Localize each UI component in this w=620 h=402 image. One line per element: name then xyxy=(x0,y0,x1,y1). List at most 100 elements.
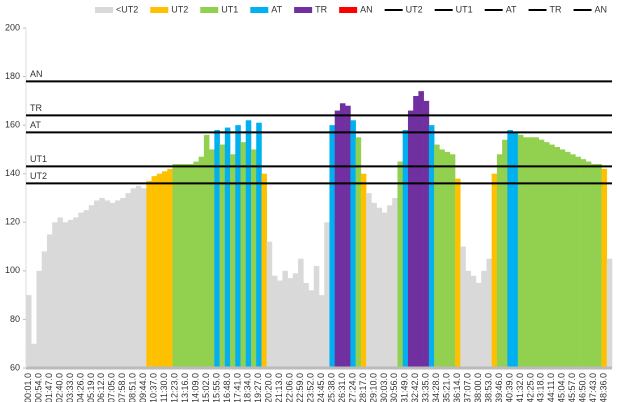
bar xyxy=(146,181,152,368)
x-tick-label: 24:45.0 xyxy=(316,373,326,402)
bar xyxy=(230,154,236,368)
bar xyxy=(549,144,555,368)
bar xyxy=(559,149,566,368)
x-tick-label: 02:40.0 xyxy=(54,373,64,402)
bar xyxy=(162,171,168,368)
x-tick-label: 33:35.0 xyxy=(421,373,431,402)
bar xyxy=(606,258,613,368)
bar xyxy=(596,164,602,368)
x-tick-label: 45:57.0 xyxy=(567,373,577,402)
y-tick-label: 100 xyxy=(5,265,20,275)
bar xyxy=(130,188,137,368)
bar xyxy=(240,142,247,368)
x-tick-label: 07:58.0 xyxy=(117,373,127,402)
x-tick-label: 15:55.0 xyxy=(211,373,221,402)
x-tick-label: 19:27.0 xyxy=(253,373,263,402)
x-tick-label: 04:26.0 xyxy=(75,373,85,402)
x-tick-label: 41:32.0 xyxy=(515,373,525,402)
x-tick-label: 43:18.0 xyxy=(536,373,546,402)
zone-line-label: AN xyxy=(30,69,43,79)
bar xyxy=(360,173,367,368)
bar xyxy=(209,149,215,368)
legend-swatch xyxy=(200,7,219,13)
legend-label: TR xyxy=(550,4,562,14)
x-tick-label: 11:30.0 xyxy=(159,373,169,402)
bar xyxy=(261,173,267,368)
bar xyxy=(523,137,529,368)
bar xyxy=(371,202,377,368)
bar xyxy=(277,280,283,368)
x-tick-label: 28:17.0 xyxy=(358,373,368,402)
zone-line-label: UT1 xyxy=(30,154,47,164)
bar xyxy=(402,130,409,368)
bar xyxy=(94,200,100,368)
bar xyxy=(313,266,320,368)
bar xyxy=(104,200,111,368)
bar xyxy=(287,278,294,368)
bar xyxy=(507,130,513,368)
bar xyxy=(407,110,414,369)
bar xyxy=(397,161,404,368)
x-tick-label: 03:33.0 xyxy=(65,373,75,402)
legend-label: TR xyxy=(315,4,327,14)
y-tick-label: 200 xyxy=(5,22,20,32)
x-tick-label: 37:07.0 xyxy=(462,373,472,402)
bar xyxy=(135,185,142,368)
bar xyxy=(319,295,325,368)
bar xyxy=(141,188,147,368)
x-tick-label: 32:42.0 xyxy=(410,373,420,402)
bar xyxy=(73,217,79,368)
zone-line-label: UT2 xyxy=(30,171,47,181)
bar xyxy=(224,127,231,368)
x-tick-label: 35:21.0 xyxy=(442,373,452,402)
bar xyxy=(387,205,393,368)
legend-label: AN xyxy=(360,4,373,14)
zone-line-label: AT xyxy=(30,120,41,130)
x-tick-label: 16:48.0 xyxy=(222,373,232,402)
bar xyxy=(334,110,341,369)
bar xyxy=(575,156,581,368)
bar xyxy=(88,205,95,368)
y-tick-label: 140 xyxy=(5,168,20,178)
bar xyxy=(528,137,534,368)
bar xyxy=(125,193,131,368)
bar xyxy=(99,198,105,368)
bar xyxy=(376,207,383,368)
x-tick-label: 29:10.0 xyxy=(368,373,378,402)
bar xyxy=(83,210,90,368)
bar xyxy=(219,144,226,368)
x-tick-label: 36:14.0 xyxy=(452,373,462,402)
bar xyxy=(156,173,163,368)
legend-swatch xyxy=(150,7,169,13)
x-tick-label: 08:51.0 xyxy=(128,373,138,402)
bar xyxy=(339,103,346,369)
bar xyxy=(177,164,184,368)
x-tick-label: 17:41.0 xyxy=(232,373,242,402)
bar xyxy=(57,217,63,368)
x-tick-label: 20:20.0 xyxy=(264,373,274,402)
bar xyxy=(601,168,608,368)
y-tick-label: 180 xyxy=(5,71,20,81)
x-tick-label: 45:04.0 xyxy=(557,373,567,402)
zone-line-label: TR xyxy=(30,103,42,113)
x-tick-label: 27:24.0 xyxy=(347,373,357,402)
bar xyxy=(198,156,205,368)
x-tick-label: 30:56.0 xyxy=(389,373,399,402)
bar xyxy=(151,176,158,368)
bar xyxy=(250,149,257,368)
x-tick-label: 06:12.0 xyxy=(96,373,106,402)
x-tick-label: 47:43.0 xyxy=(588,373,598,402)
bar xyxy=(475,283,482,368)
bar xyxy=(167,168,173,368)
bar xyxy=(491,173,498,368)
legend-label: UT1 xyxy=(456,4,473,14)
legend-swatch xyxy=(250,7,269,13)
bar xyxy=(470,275,477,368)
x-tick-label: 31:49.0 xyxy=(400,373,410,402)
legend-swatch xyxy=(339,7,358,13)
x-tick-label: 14:09.0 xyxy=(190,373,200,402)
bar xyxy=(538,139,545,368)
bar xyxy=(355,137,362,368)
bar xyxy=(423,100,430,368)
bar xyxy=(271,275,278,368)
